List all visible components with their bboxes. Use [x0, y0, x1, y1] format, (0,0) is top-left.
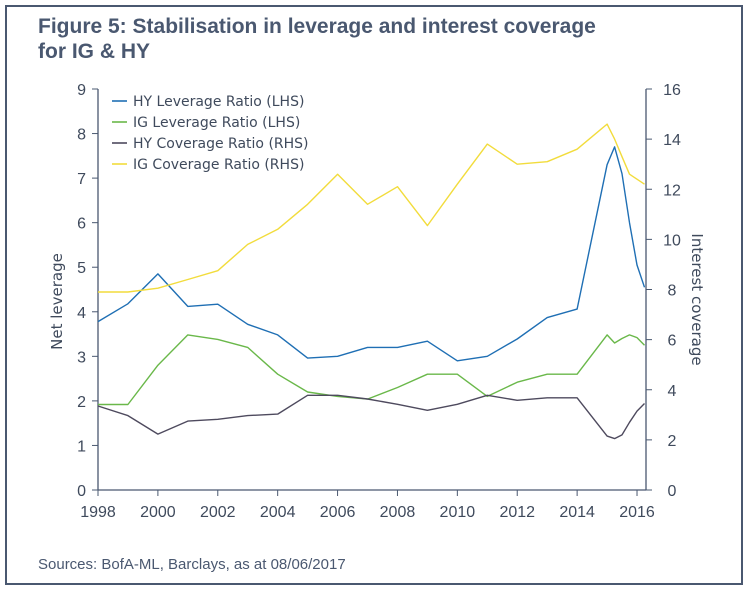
- x-tick-label: 1998: [80, 504, 116, 521]
- legend-label-3: HY Coverage Ratio (RHS): [133, 136, 309, 152]
- series-line-1: [97, 146, 646, 362]
- figure-frame: [5, 5, 743, 585]
- y2-tick-label: 8: [668, 283, 677, 300]
- x-tick-label: 2008: [380, 504, 416, 521]
- y-tick-label: 9: [77, 82, 86, 99]
- y-tick-label: 0: [77, 483, 86, 500]
- source-note: Sources: BofA-ML, Barclays, as at 08/06/…: [38, 556, 346, 573]
- y2-tick-label: 16: [663, 82, 681, 99]
- x-tick-label: 2002: [200, 504, 236, 521]
- x-tick-label: 2016: [619, 504, 655, 521]
- y2-tick-label: 10: [663, 232, 681, 249]
- y2-axis-label: Interest coverage: [688, 233, 706, 365]
- y-tick-label: 2: [77, 394, 86, 411]
- y-tick-label: 4: [77, 305, 86, 322]
- y-tick-label: 1: [77, 438, 86, 455]
- x-tick-label: 2004: [260, 504, 296, 521]
- series-line-3: [97, 394, 645, 440]
- x-tick-label: 2000: [140, 504, 176, 521]
- legend: HY Leverage Ratio (LHS) IG Leverage Ratio…: [112, 94, 309, 173]
- y2-tick-label: 14: [663, 132, 681, 149]
- chart-title: Figure 5: Stabilisation in leverage and …: [38, 15, 596, 63]
- legend-label-1: HY Leverage Ratio (LHS): [133, 94, 304, 110]
- y-tick-label: 3: [77, 349, 86, 366]
- y-tick-label: 6: [77, 216, 86, 233]
- x-tick-label: 2014: [559, 504, 595, 521]
- y2-tick-label: 2: [668, 433, 677, 450]
- x-tick-label: 2006: [320, 504, 356, 521]
- series-line-4: [98, 123, 645, 293]
- y-tick-label: 8: [77, 127, 86, 144]
- y-tick-label: 7: [77, 171, 86, 188]
- x-tick-label: 2012: [499, 504, 535, 521]
- y-tick-label: 5: [77, 260, 86, 277]
- y2-tick-label: 12: [663, 182, 681, 199]
- y-axis-label: Net leverage: [48, 253, 66, 350]
- legend-label-2: IG Leverage Ratio (LHS): [133, 115, 300, 131]
- legend-label-4: IG Coverage Ratio (RHS): [133, 157, 304, 173]
- series-line-2: [98, 334, 645, 406]
- y2-tick-label: 6: [668, 333, 677, 350]
- y2-tick-label: 0: [668, 483, 677, 500]
- series-layer: [97, 123, 646, 440]
- y2-tick-label: 4: [668, 383, 677, 400]
- x-tick-label: 2010: [440, 504, 476, 521]
